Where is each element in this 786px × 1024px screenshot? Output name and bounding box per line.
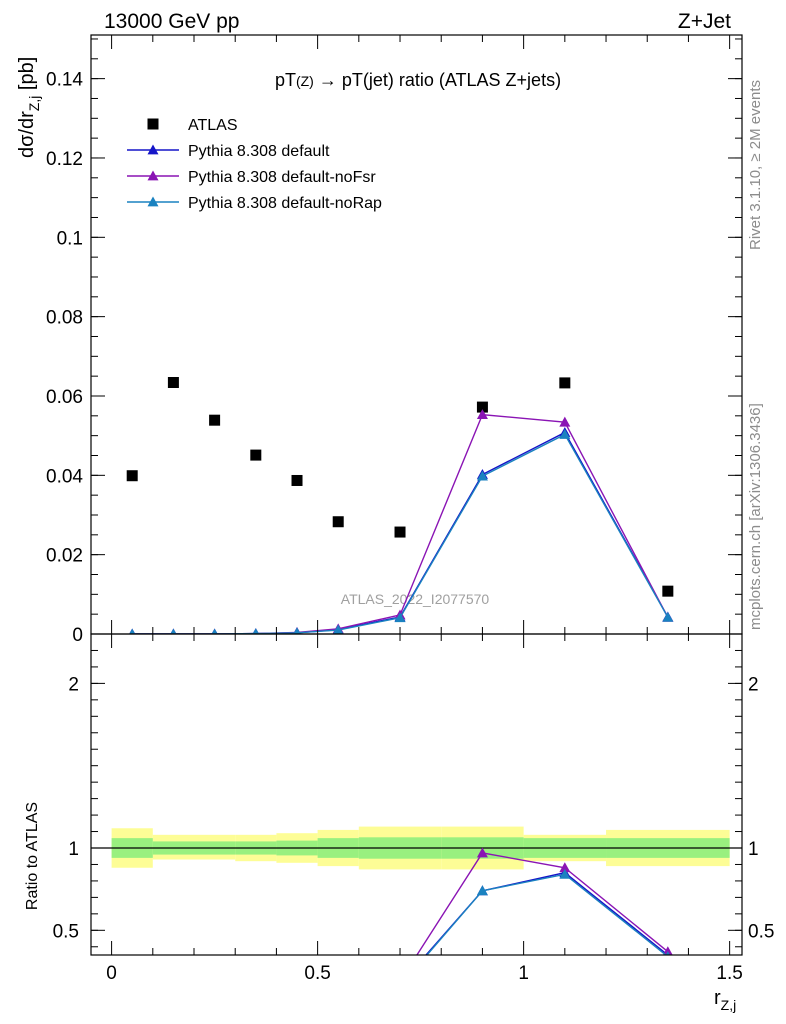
- atlas-data-point: [559, 377, 571, 389]
- legend: ATLAS Pythia 8.308 default Pythia 8.308 de…: [127, 117, 382, 212]
- legend-marker: [147, 144, 159, 155]
- ratio-y-tick-label: 1: [68, 839, 79, 860]
- legend-marker: [147, 170, 159, 181]
- atlas-data-point: [126, 470, 138, 482]
- x-tick-label: 1.5: [716, 963, 742, 984]
- x-axis-label-main: r: [714, 987, 721, 1009]
- mc-series-point: [662, 611, 674, 622]
- atlas-data-point: [662, 585, 674, 597]
- ratio-panel-bands: [91, 826, 742, 870]
- legend-label: Pythia 8.308 default-noRap: [188, 195, 382, 212]
- main-y-axis-label-main: dσ/dr: [16, 111, 38, 158]
- header-process-label: Z+Jet: [678, 10, 731, 33]
- rivet-version-label: Rivet 3.1.10, ≥ 2M events: [747, 80, 764, 250]
- y-tick-label: 0.06: [46, 387, 83, 408]
- ratio-series-point: [559, 862, 571, 873]
- plot-title-part-a: pT: [275, 70, 296, 90]
- legend-label: Pythia 8.308 default-noFsr: [188, 169, 376, 186]
- legend-marker-atlas: [147, 118, 159, 130]
- ratio-series-point: [662, 946, 673, 955]
- mc-series-point: [170, 628, 177, 634]
- ratio-series-point: [559, 868, 571, 879]
- ratio-y-tick-label: 0.5: [53, 921, 79, 942]
- x-tick-label: 0.5: [304, 963, 330, 984]
- ratio-series-point: [476, 847, 488, 858]
- ratio-y-axis-label: Ratio to ATLAS: [24, 802, 41, 910]
- y-tick-label: 0.12: [46, 149, 83, 170]
- atlas-data-point: [250, 449, 262, 461]
- atlas-data-point: [167, 376, 179, 388]
- atlas-data-point: [209, 414, 221, 426]
- mc-series-point: [476, 409, 488, 420]
- header-energy-label: 13000 GeV pp: [104, 10, 239, 33]
- mc-series-point: [559, 428, 571, 439]
- ratio-panel-clip: [416, 847, 673, 955]
- x-axis-label-sub: Z,j: [721, 997, 737, 1013]
- x-tick-label: 0: [106, 963, 117, 984]
- atlas-data-point: [291, 474, 303, 486]
- analysis-watermark: ATLAS_2022_I2077570: [341, 591, 490, 607]
- atlas-data-point: [476, 401, 488, 413]
- ratio-series-point: [476, 885, 488, 896]
- ratio-panel-frame: [90, 633, 743, 956]
- mcplots-label: mcplots.cern.ch [arXiv:1306.3436]: [747, 403, 764, 630]
- legend-label: ATLAS: [188, 117, 238, 134]
- ratio-panel-series: [416, 847, 673, 955]
- atlas-data-point: [332, 516, 344, 528]
- legend-label: Pythia 8.308 default: [188, 143, 330, 160]
- x-tick-label: 1: [518, 963, 529, 984]
- y-tick-label: 0.08: [46, 308, 83, 329]
- x-axis-label: rZ,j: [714, 987, 736, 1013]
- y-tick-label: 0.14: [46, 70, 83, 91]
- mc-series-point: [211, 628, 218, 634]
- main-y-axis-label-unit: [pb]: [16, 57, 38, 96]
- ratio-y-tick-label-right: 1: [748, 839, 759, 860]
- legend-marker: [147, 196, 159, 207]
- mc-series-point: [293, 627, 301, 634]
- mc-series-point: [332, 624, 344, 634]
- ratio-panel-axes: 0.5 0.5 1 1 2 2 0 0.5 1 1.5: [53, 633, 774, 984]
- ratio-y-tick-label: 2: [68, 674, 79, 695]
- ratio-y-tick-label-right: 2: [748, 674, 759, 695]
- y-tick-label: 0: [72, 625, 83, 646]
- plot-title-part-b: (Z): [296, 73, 314, 89]
- mc-series-point: [476, 470, 488, 481]
- main-y-axis-label: dσ/drZ,j [pb]: [16, 57, 42, 158]
- mc-series-point: [394, 612, 406, 623]
- ratio-y-tick-label-right: 0.5: [748, 921, 774, 942]
- mc-series-point: [559, 416, 571, 427]
- atlas-data-point: [394, 526, 406, 538]
- y-tick-label: 0.04: [46, 466, 83, 487]
- main-y-axis-label-sub: Z,j: [26, 96, 42, 112]
- ratio-series-line: [416, 852, 669, 955]
- y-tick-label: 0.02: [46, 546, 83, 567]
- ratio-series-line: [425, 871, 669, 955]
- y-tick-label: 0.1: [57, 228, 83, 249]
- plot-title: pT(Z) → pT(jet) ratio (ATLAS Z+jets): [275, 70, 561, 90]
- ratio-series-line: [426, 873, 667, 955]
- mc-series-point: [252, 628, 260, 634]
- ratio-series-point: [665, 951, 670, 955]
- mc-series-point: [129, 628, 136, 634]
- plot-title-part-c: → pT(jet) ratio (ATLAS Z+jets): [314, 70, 561, 90]
